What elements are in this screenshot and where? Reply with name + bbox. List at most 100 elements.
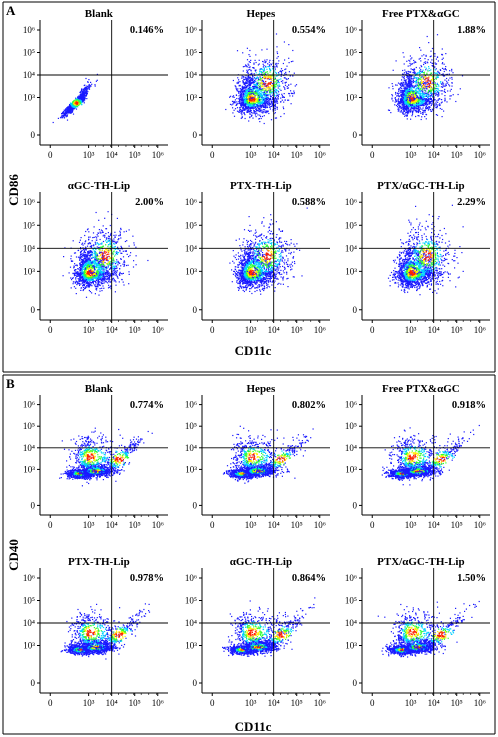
- event-dot: [289, 71, 290, 72]
- event-dot: [417, 91, 418, 92]
- event-dot: [395, 99, 396, 100]
- event-dot: [238, 82, 239, 83]
- event-dot: [403, 94, 404, 95]
- event-dot: [271, 80, 272, 81]
- event-dot: [274, 76, 275, 77]
- event-dot: [271, 89, 272, 90]
- event-dot: [290, 90, 291, 91]
- event-dot: [451, 70, 452, 71]
- event-dot: [241, 118, 242, 119]
- event-dot: [285, 85, 286, 86]
- x-tick-label: 10⁵: [129, 150, 141, 160]
- event-dot: [444, 100, 445, 101]
- event-dot: [414, 86, 415, 87]
- event-dot: [268, 104, 269, 105]
- event-dot: [240, 91, 241, 92]
- event-dot: [285, 72, 286, 73]
- event-dot: [248, 110, 249, 111]
- event-dot: [429, 86, 430, 87]
- event-dot: [397, 106, 398, 107]
- x-tick-label: 10⁴: [268, 150, 280, 160]
- event-dot: [443, 85, 444, 86]
- event-dot: [423, 103, 424, 104]
- event-dot: [253, 89, 254, 90]
- event-dot: [278, 96, 279, 97]
- event-dot: [254, 95, 255, 96]
- event-dot: [418, 87, 419, 88]
- event-dot: [276, 33, 277, 34]
- event-dot: [271, 106, 272, 107]
- event-dot: [283, 108, 284, 109]
- event-dot: [248, 84, 249, 85]
- event-dot: [425, 63, 426, 64]
- event-dot: [265, 110, 266, 111]
- event-dot: [281, 68, 282, 69]
- event-dot: [271, 103, 272, 104]
- event-dot: [235, 108, 236, 109]
- event-dot: [264, 101, 265, 102]
- event-dot: [251, 80, 252, 81]
- event-dot: [278, 56, 279, 57]
- event-dot: [269, 83, 270, 84]
- event-dot: [410, 84, 411, 85]
- event-dot: [259, 99, 260, 100]
- event-dot: [421, 65, 422, 66]
- event-dot: [73, 114, 74, 115]
- event-dot: [251, 115, 252, 116]
- event-dot: [439, 99, 440, 100]
- event-dot: [243, 105, 244, 106]
- event-dot: [270, 76, 271, 77]
- event-dot: [420, 82, 421, 83]
- event-dot: [437, 115, 438, 116]
- event-dot: [266, 98, 267, 99]
- event-dot: [435, 85, 436, 86]
- event-dot: [415, 92, 416, 93]
- event-dot: [244, 91, 245, 92]
- event-dot: [410, 109, 411, 110]
- event-dot: [402, 107, 403, 108]
- event-dot: [431, 90, 432, 91]
- event-dot: [79, 101, 80, 102]
- event-dot: [254, 92, 255, 93]
- event-dot: [252, 86, 253, 87]
- event-dot: [245, 107, 246, 108]
- event-dot: [427, 107, 428, 108]
- event-dot: [435, 82, 436, 83]
- event-dot: [89, 89, 90, 90]
- event-dot: [405, 82, 406, 83]
- event-dot: [243, 66, 244, 67]
- event-dot: [420, 101, 421, 102]
- event-dot: [62, 112, 63, 113]
- event-dot: [411, 94, 412, 95]
- event-dot: [406, 102, 407, 103]
- event-dot: [295, 85, 296, 86]
- event-dot: [275, 104, 276, 105]
- event-dot: [274, 95, 275, 96]
- event-dot: [413, 102, 414, 103]
- event-dot: [84, 85, 85, 86]
- event-dot: [437, 83, 438, 84]
- event-dot: [241, 106, 242, 107]
- event-dot: [430, 51, 431, 52]
- event-dot: [95, 86, 96, 87]
- panel-a-ylabel: CD86: [6, 174, 21, 206]
- event-dot: [104, 282, 105, 283]
- event-dot: [425, 99, 426, 100]
- event-dot: [242, 96, 243, 97]
- event-dot: [292, 61, 293, 62]
- event-dot: [246, 72, 247, 73]
- event-dot: [427, 78, 428, 79]
- event-dot: [435, 102, 436, 103]
- event-dot: [279, 82, 280, 83]
- event-dot: [249, 77, 250, 78]
- y-tick-label: 0: [193, 130, 198, 140]
- event-dot: [236, 82, 237, 83]
- event-dot: [260, 110, 261, 111]
- event-dot: [58, 118, 59, 119]
- event-dot: [428, 83, 429, 84]
- event-dot: [436, 114, 437, 115]
- event-dot: [86, 88, 87, 89]
- event-dot: [263, 111, 264, 112]
- event-dot: [292, 95, 293, 96]
